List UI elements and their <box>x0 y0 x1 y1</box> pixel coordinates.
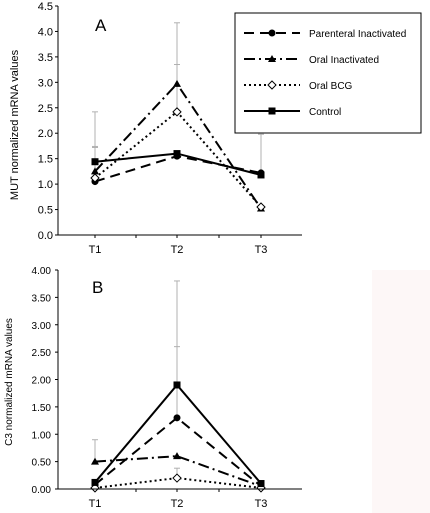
x-tick-label-a: T1 <box>89 244 102 256</box>
y-tick-label-b: 2.00 <box>32 376 52 387</box>
data-point-control <box>173 150 181 158</box>
y-tick-label-b: 0.50 <box>32 458 52 469</box>
y-axis-ticks-a: 0.0 0.5 1.0 1.5 2.0 2.5 3.0 3.5 4.0 4.5 <box>38 1 58 242</box>
y-axis-label-b: C3 normalized mRNA values <box>4 318 15 446</box>
data-point-oral-inactivated <box>91 457 99 465</box>
series-markers-a <box>90 79 266 212</box>
data-point-oral-bcg <box>172 473 182 483</box>
x-axis-ticks-a: T1 T2 T3 <box>89 235 268 256</box>
legend-item-control: Control <box>244 107 341 118</box>
legend-item-parenteral: Parenteral Inactivated <box>244 29 406 40</box>
data-point-oral-inactivated <box>173 79 181 87</box>
data-point-oral-bcg <box>172 107 182 117</box>
x-tick-label-a: T2 <box>171 244 184 256</box>
x-tick-label-b: T3 <box>255 498 268 510</box>
y-tick-label-a: 1.5 <box>38 154 53 166</box>
y-tick-label-a: 3.0 <box>38 77 53 89</box>
data-point-oral-inactivated <box>91 167 99 175</box>
y-axis-ticks-b: 0.00 0.50 1.00 1.50 2.00 2.50 3.00 3.50 4.00 <box>32 266 58 496</box>
x-tick-label-b: T2 <box>171 498 184 510</box>
legend: Parenteral Inactivated Oral Inactivated … <box>234 12 422 134</box>
legend-label-parenteral: Parenteral Inactivated <box>309 29 406 40</box>
data-point-oral-bcg <box>256 202 266 212</box>
y-tick-label-a: 2.0 <box>38 128 53 140</box>
data-point-control <box>257 171 265 179</box>
y-tick-label-b: 4.00 <box>32 266 52 277</box>
legend-marker-square-icon <box>268 107 276 115</box>
y-tick-label-a: 4.5 <box>38 1 53 13</box>
legend-label-control: Control <box>309 107 341 118</box>
panel-a-label: A <box>95 16 107 35</box>
data-point-control <box>173 381 181 389</box>
series-line-control <box>94 383 262 485</box>
y-tick-label-a: 0.0 <box>38 230 53 242</box>
y-axis-label-a: MUT normalized mRNA values <box>9 49 21 200</box>
panel-b-label: B <box>92 278 103 297</box>
data-point-control <box>91 158 99 166</box>
legend-marker-diamond-icon <box>267 80 277 90</box>
y-tick-label-a: 4.0 <box>38 26 53 38</box>
y-tick-label-b: 3.00 <box>32 321 52 332</box>
data-point-control <box>91 478 99 486</box>
y-tick-label-a: 1.0 <box>38 179 53 191</box>
legend-item-oral-inactivated: Oral Inactivated <box>244 55 379 66</box>
y-tick-label-b: 1.00 <box>32 430 52 441</box>
chart-panel-a: A MUT normalized mRNA values 0.0 0.5 1.0 1.… <box>9 1 422 256</box>
x-tick-label-a: T3 <box>255 244 268 256</box>
legend-label-oral-inactivated: Oral Inactivated <box>309 55 379 66</box>
error-bars-b <box>92 280 180 479</box>
legend-marker-circle-icon <box>268 29 276 37</box>
data-point-oral-bcg <box>90 173 100 183</box>
data-point-oral-inactivated <box>173 452 181 460</box>
y-tick-label-a: 0.5 <box>38 205 53 217</box>
series-line-oral-inactivated <box>94 455 262 488</box>
y-tick-label-b: 0.00 <box>32 485 52 496</box>
legend-marker-triangle-icon <box>268 55 276 62</box>
x-tick-label-b: T1 <box>89 498 102 510</box>
data-point-control <box>257 480 265 488</box>
side-panel <box>372 270 430 513</box>
y-tick-label-a: 3.5 <box>38 52 53 64</box>
series-markers-b <box>90 381 266 493</box>
chart-panel-b: B C3 normalized mRNA values 0.00 0.50 1.00… <box>4 266 302 510</box>
y-tick-label-a: 2.5 <box>38 103 53 115</box>
legend-label-oral-bcg: Oral BCG <box>309 81 353 92</box>
y-tick-label-b: 3.50 <box>32 293 52 304</box>
legend-item-oral-bcg: Oral BCG <box>244 80 353 92</box>
x-axis-ticks-b: T1 T2 T3 <box>89 489 268 510</box>
data-point-parenteral <box>173 414 181 422</box>
y-tick-label-b: 1.50 <box>32 403 52 414</box>
series-lines-b <box>94 383 262 489</box>
y-tick-label-b: 2.50 <box>32 348 52 359</box>
